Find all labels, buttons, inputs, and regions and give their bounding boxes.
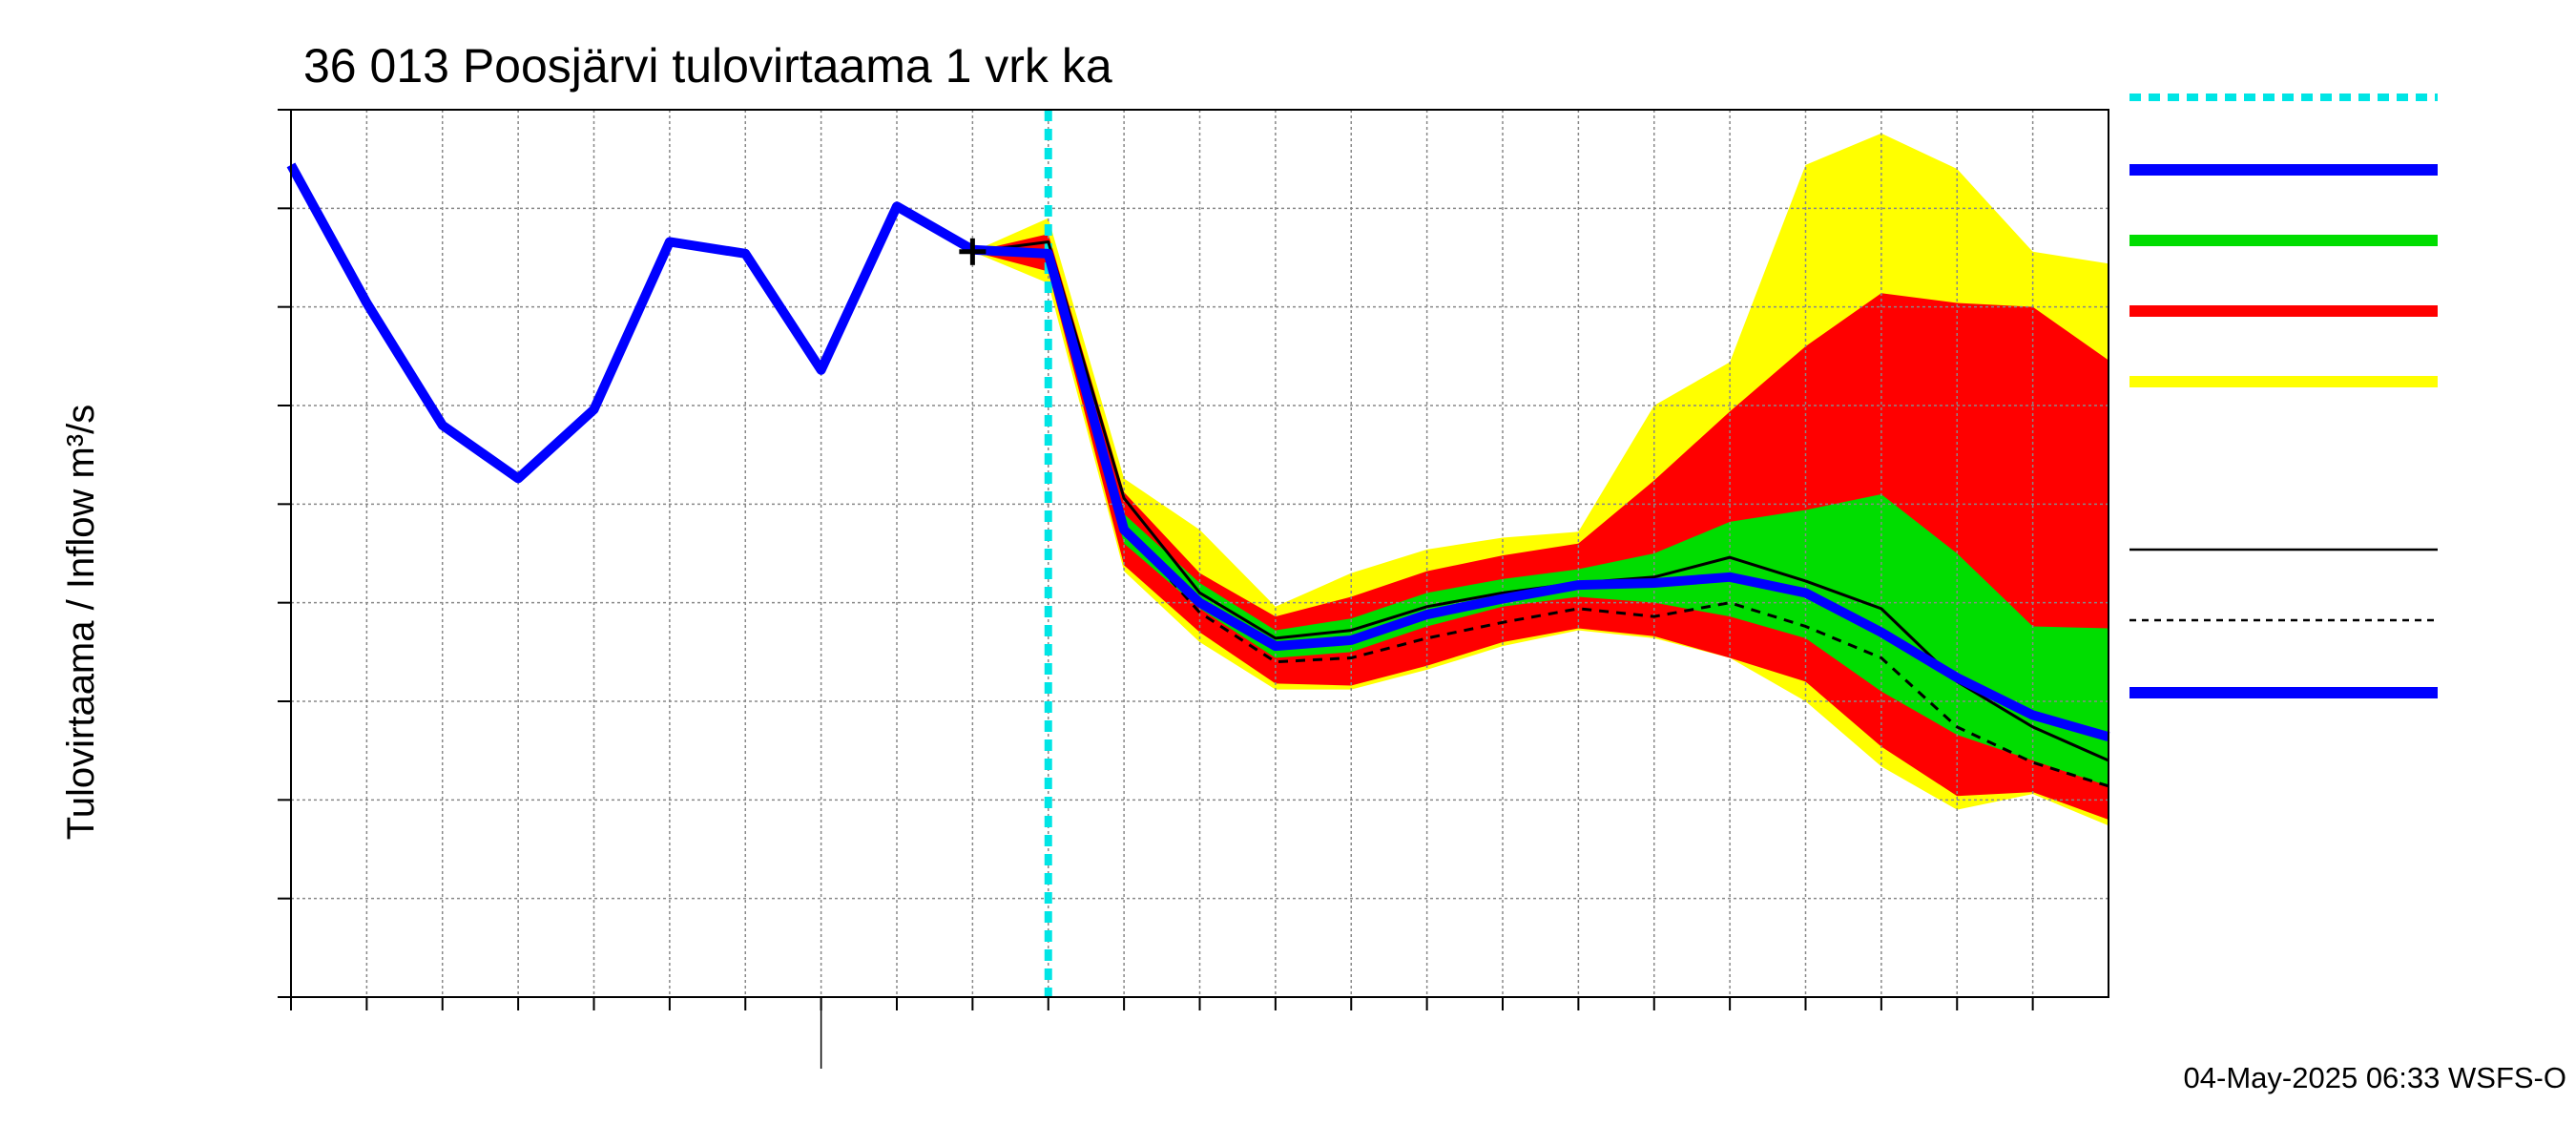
- series-line-4: [896, 207, 2109, 762]
- legend: [2129, 94, 2438, 698]
- marker-layer: [959, 238, 987, 265]
- series-band-2: [1048, 247, 2109, 786]
- chart-title: 36 013 Poosjärvi tulovirtaama 1 vrk ka: [303, 39, 1112, 93]
- series-line-5: [286, 162, 975, 484]
- series-layer: [286, 162, 2110, 788]
- y-axis-label: Tulovirtaama / Inflow m³/s: [60, 405, 102, 840]
- footer-timestamp: 04-May-2025 06:33 WSFS-O: [2184, 1061, 2566, 1094]
- grid-layer: [290, 109, 2109, 998]
- series-line-6: [972, 244, 2110, 742]
- axes-layer: [278, 109, 2109, 1069]
